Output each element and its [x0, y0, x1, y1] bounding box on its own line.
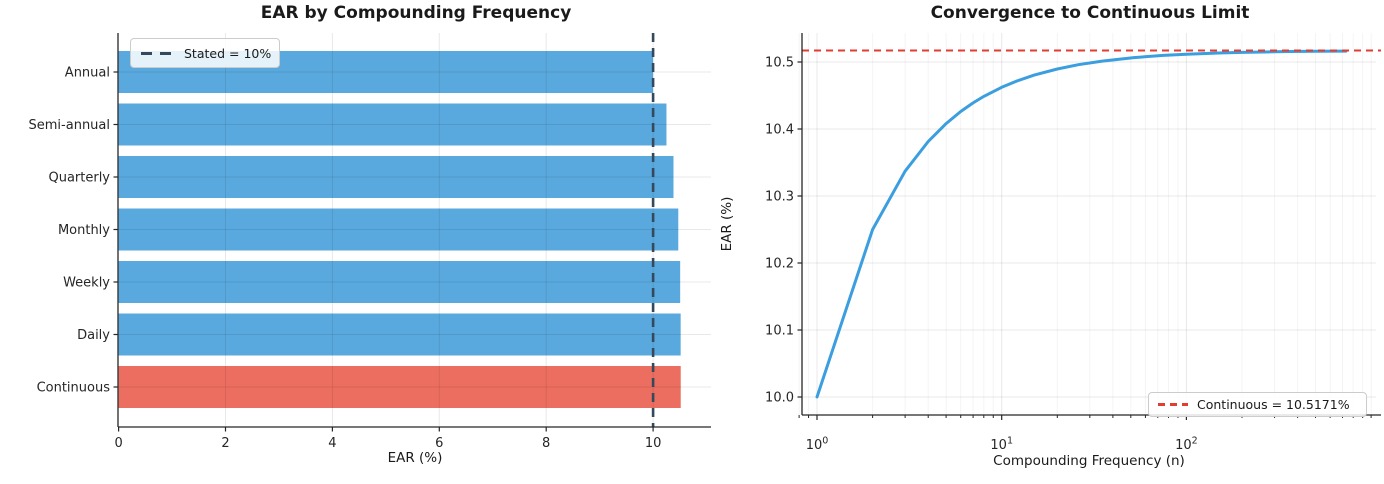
category-label: Weekly [63, 276, 110, 291]
left-chart-title: EAR by Compounding Frequency [260, 3, 572, 23]
ear-curve [815, 49, 1348, 399]
x-tick-label: 0 [114, 436, 122, 451]
bar-continuous [118, 366, 681, 408]
x-tick-label: 101 [990, 436, 1013, 454]
category-label: Annual [65, 66, 110, 81]
stated-rate-legend-label: Stated = 10% [184, 45, 272, 61]
left-xaxis-label: EAR (%) [387, 450, 443, 466]
x-tick-label: 8 [542, 436, 550, 451]
y-tick-label: 10.4 [765, 123, 794, 138]
bar-semi-annual [118, 103, 667, 146]
stated-rate-dash-icon [141, 51, 174, 55]
bar-series [118, 51, 681, 408]
x-tick-label: 102 [1175, 436, 1198, 454]
y-tick-label: 10.3 [765, 190, 794, 205]
continuous-limit-dash-icon [1158, 403, 1188, 406]
y-tick-label: 10.1 [765, 324, 794, 339]
continuous-limit-legend-label: Continuous = 10.5171% [1197, 397, 1350, 412]
right-axes: 100 101 102 10.0 10.1 10.2 10.3 10.4 10.5 [765, 33, 1381, 453]
category-label: Monthly [58, 223, 110, 238]
left-grid [118, 33, 711, 427]
bar-daily [118, 313, 681, 356]
ear-bar-chart: 0 2 4 6 8 10 Annual Semi-annual Quarterly Monthly… [29, 33, 711, 451]
left-chart-legend: Stated = 10% [130, 38, 280, 68]
x-tick-label: 6 [435, 436, 443, 451]
bar-quarterly [118, 156, 674, 198]
y-tick-label: 10.0 [765, 391, 794, 406]
right-chart-title: Convergence to Continuous Limit [930, 3, 1250, 23]
right-chart-legend: Continuous = 10.5171% [1148, 392, 1367, 417]
x-tick-label: 10 [645, 436, 662, 451]
convergence-line-chart: 100 101 102 10.0 10.1 10.2 10.3 10.4 10.5 [765, 33, 1381, 453]
x-tick-label: 2 [221, 436, 229, 451]
x-tick-label: 100 [806, 436, 829, 454]
category-label: Daily [77, 328, 110, 343]
left-axes: 0 2 4 6 8 10 Annual Semi-annual Quarterly Monthly… [29, 33, 711, 451]
bar-weekly [118, 261, 681, 303]
y-tick-label: 10.5 [765, 56, 794, 71]
right-xaxis-label: Compounding Frequency (n) [993, 453, 1185, 469]
bar-monthly [118, 208, 679, 251]
category-label: Quarterly [48, 171, 110, 186]
right-yaxis-label: EAR (%) [719, 196, 735, 252]
category-label: Continuous [37, 381, 111, 396]
category-label: Semi-annual [29, 118, 110, 133]
y-tick-label: 10.2 [765, 257, 794, 272]
right-grid [798, 33, 1376, 415]
x-tick-label: 4 [328, 436, 336, 451]
